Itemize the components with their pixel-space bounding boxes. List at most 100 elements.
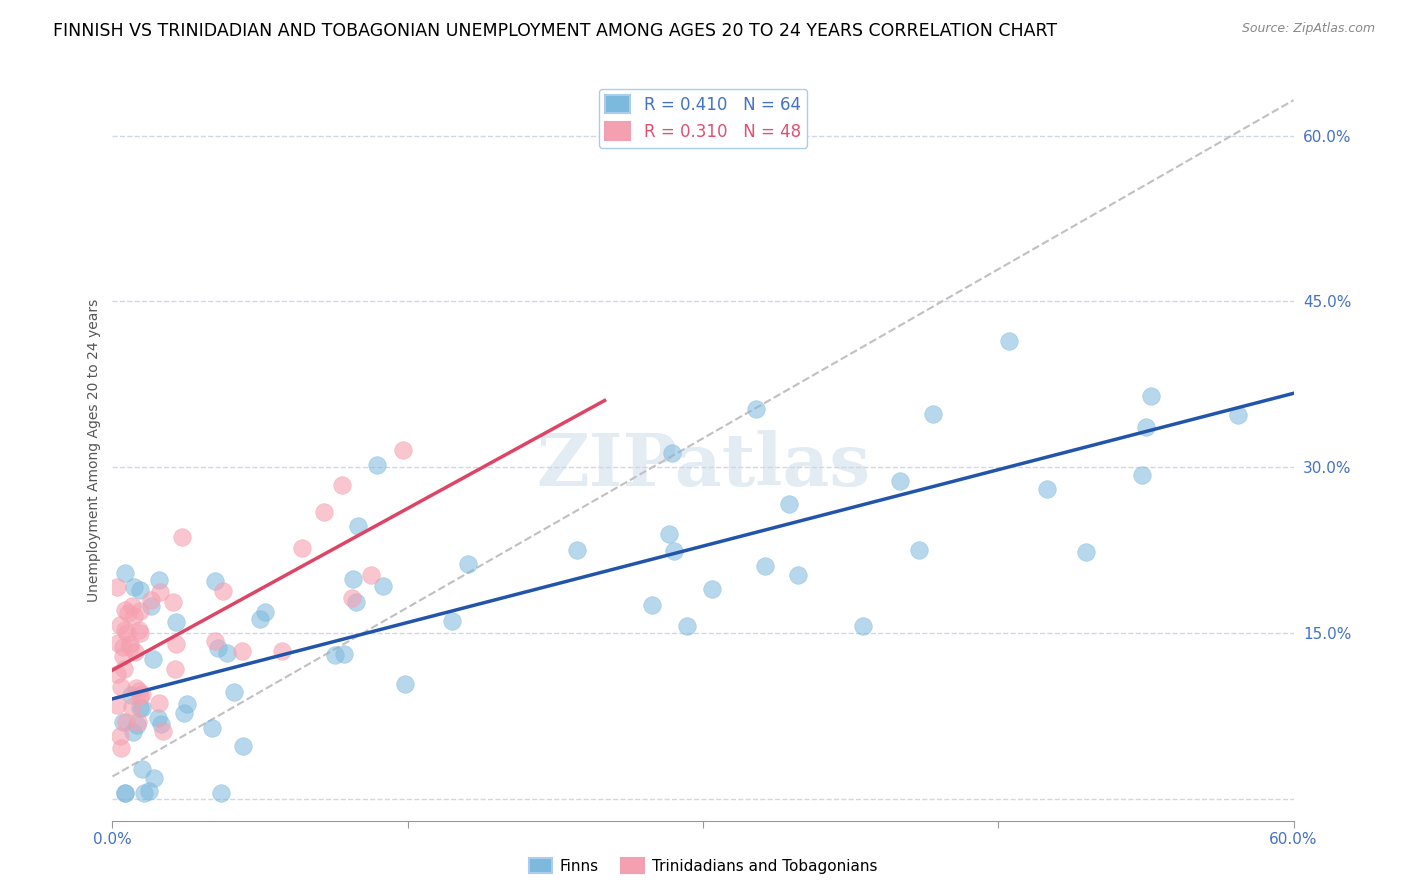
Point	[131, 762, 153, 776]
Point	[231, 644, 253, 658]
Point	[249, 612, 271, 626]
Point	[333, 647, 356, 661]
Point	[787, 568, 810, 582]
Point	[131, 701, 153, 715]
Point	[125, 681, 148, 695]
Point	[340, 591, 363, 605]
Point	[291, 541, 314, 555]
Point	[163, 662, 186, 676]
Point	[700, 582, 723, 596]
Text: FINNISH VS TRINIDADIAN AND TOBAGONIAN UNEMPLOYMENT AMONG AGES 20 TO 24 YEARS COR: FINNISH VS TRINIDADIAN AND TOBAGONIAN UN…	[53, 22, 1057, 40]
Point	[107, 636, 129, 650]
Point	[128, 689, 150, 703]
Point	[142, 651, 165, 665]
Point	[314, 506, 336, 520]
Point	[778, 497, 800, 511]
Point	[344, 595, 367, 609]
Point	[110, 681, 132, 695]
Point	[112, 714, 135, 729]
Point	[658, 527, 681, 541]
Point	[128, 623, 150, 637]
Point	[1130, 468, 1153, 483]
Point	[114, 786, 136, 800]
Point	[148, 696, 170, 710]
Point	[1135, 419, 1157, 434]
Point	[998, 334, 1021, 348]
Point	[120, 688, 142, 702]
Point	[207, 641, 229, 656]
Point	[114, 624, 136, 638]
Point	[138, 784, 160, 798]
Point	[662, 543, 685, 558]
Point	[141, 592, 163, 607]
Point	[122, 608, 145, 623]
Point	[371, 579, 394, 593]
Point	[394, 677, 416, 691]
Point	[204, 634, 226, 648]
Point	[676, 619, 699, 633]
Point	[143, 772, 166, 786]
Point	[152, 724, 174, 739]
Point	[215, 646, 238, 660]
Point	[173, 706, 195, 720]
Point	[149, 584, 172, 599]
Point	[112, 649, 135, 664]
Point	[165, 637, 187, 651]
Point	[122, 725, 145, 739]
Point	[122, 580, 145, 594]
Point	[112, 662, 135, 676]
Point	[204, 574, 226, 589]
Point	[342, 572, 364, 586]
Point	[852, 619, 875, 633]
Point	[754, 558, 776, 573]
Point	[253, 605, 276, 619]
Point	[111, 640, 134, 654]
Point	[127, 715, 149, 730]
Point	[129, 604, 152, 618]
Point	[661, 446, 683, 460]
Point	[176, 697, 198, 711]
Point	[1140, 389, 1163, 403]
Point	[128, 701, 150, 715]
Point	[1227, 409, 1250, 423]
Point	[232, 739, 254, 753]
Point	[105, 698, 128, 712]
Text: Source: ZipAtlas.com: Source: ZipAtlas.com	[1241, 22, 1375, 36]
Point	[440, 615, 463, 629]
Point	[392, 443, 415, 458]
Point	[121, 599, 143, 614]
Point	[567, 543, 589, 558]
Point	[146, 711, 169, 725]
Point	[127, 717, 149, 731]
Point	[114, 566, 136, 581]
Point	[921, 408, 943, 422]
Point	[209, 786, 232, 800]
Point	[139, 599, 162, 613]
Point	[224, 684, 246, 698]
Point	[115, 626, 138, 640]
Point	[212, 583, 235, 598]
Point	[108, 618, 131, 632]
Point	[124, 645, 146, 659]
Point	[745, 401, 768, 416]
Y-axis label: Unemployment Among Ages 20 to 24 years: Unemployment Among Ages 20 to 24 years	[87, 299, 101, 602]
Legend: Finns, Trinidadians and Tobagonians: Finns, Trinidadians and Tobagonians	[523, 852, 883, 880]
Point	[149, 717, 172, 731]
Point	[131, 688, 153, 702]
Point	[170, 530, 193, 544]
Point	[271, 644, 294, 658]
Point	[165, 615, 187, 630]
Point	[201, 721, 224, 735]
Point	[114, 714, 136, 729]
Point	[1036, 482, 1059, 496]
Point	[366, 458, 388, 472]
Point	[110, 741, 132, 756]
Legend: R = 0.410   N = 64, R = 0.310   N = 48: R = 0.410 N = 64, R = 0.310 N = 48	[599, 88, 807, 147]
Point	[129, 582, 152, 597]
Point	[162, 594, 184, 608]
Point	[641, 598, 664, 612]
Point	[330, 478, 353, 492]
Point	[118, 637, 141, 651]
Point	[347, 519, 370, 533]
Point	[1074, 545, 1097, 559]
